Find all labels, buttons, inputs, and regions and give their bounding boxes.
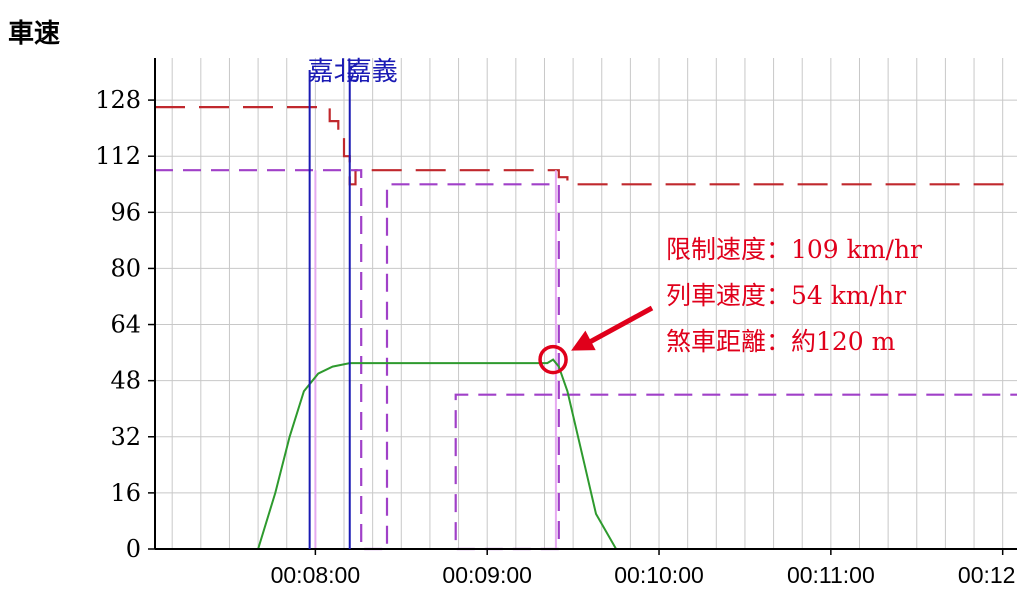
callout-circle [538, 344, 568, 375]
series-line-2 [155, 169, 1017, 551]
callout-text-line: 限制速度：109 km/hr [666, 235, 922, 264]
callout-text-line: 列車速度：54 km/hr [666, 281, 906, 310]
x-tick-label: 00:12:00 [958, 562, 1017, 588]
axes [148, 58, 1017, 555]
y-tick-label: 112 [95, 142, 141, 170]
y-tick-label: 96 [110, 198, 141, 226]
y-tick-label: 128 [95, 86, 141, 114]
station-label: 嘉義 [346, 57, 398, 87]
y-tick-label: 64 [110, 311, 141, 339]
y-axis-label: 車速 [8, 19, 60, 49]
callout-group: 限制速度：109 km/hr 列車速度：54 km/hr 煞車距離：約120 m [538, 235, 922, 375]
x-tick-label: 00:08:00 [271, 562, 361, 588]
y-tick-label: 0 [126, 535, 141, 563]
station-label: 嘉北 [308, 57, 360, 87]
series-line-5 [155, 358, 1017, 550]
y-tick-label: 16 [110, 479, 141, 507]
y-tick-label: 80 [110, 254, 141, 282]
callout-arrow-head [571, 330, 596, 351]
y-tick-label: 48 [110, 367, 141, 395]
y-tick-label: 32 [110, 423, 141, 451]
callout-arrow-shaft [583, 305, 654, 347]
callout-text-line: 煞車距離：約120 m [666, 327, 896, 356]
x-tick-label: 00:11:00 [787, 562, 875, 588]
x-tick-label: 00:10:00 [614, 562, 704, 588]
x-tick-label: 00:09:00 [442, 562, 532, 588]
tick-labels: 0 16 32 48 64 80 96 112 128 00:08:00 00:09:00 00:10… [95, 86, 1017, 588]
